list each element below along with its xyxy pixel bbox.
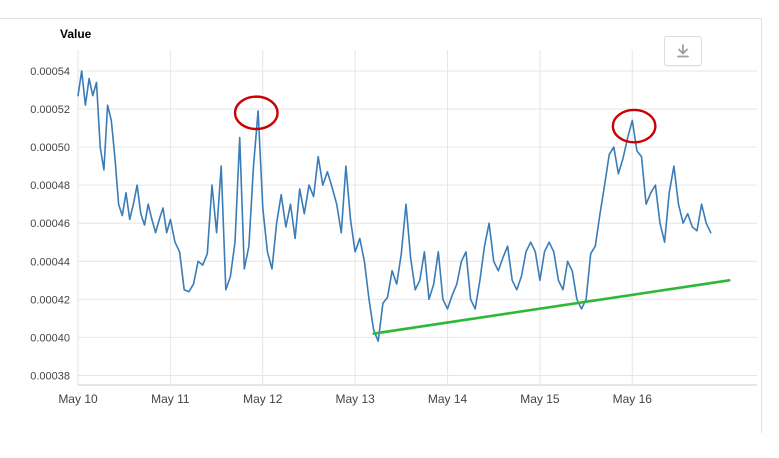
annotation-ellipse-2 xyxy=(611,108,657,144)
x-tick-label: May 11 xyxy=(151,392,190,406)
trend-line xyxy=(372,279,731,335)
y-tick-label: 0.00044 xyxy=(30,256,70,268)
y-tick-label: 0.00042 xyxy=(30,294,70,306)
x-tick-label: May 12 xyxy=(243,392,283,406)
gridlines xyxy=(77,50,757,385)
x-axis-labels: May 10 May 11 May 12 May 13 May 14 May 15 May … xyxy=(58,392,652,406)
x-tick-label: May 15 xyxy=(520,392,560,406)
y-tick-label: 0.00040 xyxy=(30,332,70,344)
chart-title: Value xyxy=(60,27,92,41)
x-tick-label: May 14 xyxy=(428,392,468,406)
y-tick-label: 0.00054 xyxy=(30,66,70,78)
y-tick-label: 0.00048 xyxy=(30,180,70,192)
download-icon xyxy=(677,44,689,58)
x-tick-label: May 16 xyxy=(613,392,653,406)
price-line-series xyxy=(77,70,712,342)
y-axis-labels: 0.00038 0.00040 0.00042 0.00044 0.00046 0.000… xyxy=(30,66,70,383)
y-tick-label: 0.00050 xyxy=(30,142,70,154)
x-tick-label: May 10 xyxy=(58,392,98,406)
download-button[interactable] xyxy=(664,36,702,66)
annotation-ellipse-1 xyxy=(233,95,279,131)
y-tick-label: 0.00046 xyxy=(30,218,70,230)
x-tick-label: May 13 xyxy=(335,392,375,406)
y-tick-label: 0.00052 xyxy=(30,104,70,116)
y-tick-label: 0.00038 xyxy=(30,370,70,382)
